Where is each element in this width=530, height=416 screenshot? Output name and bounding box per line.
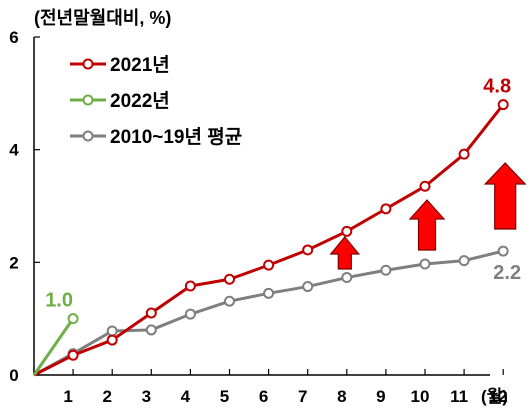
x-tick-label: 11 — [450, 387, 468, 406]
series-point-0 — [67, 349, 79, 361]
x-tick-label: 8 — [337, 387, 346, 406]
series-point-0 — [224, 273, 235, 285]
series-point-0 — [419, 180, 431, 192]
axes — [33, 37, 490, 376]
gap-arrow-month-8 — [329, 236, 361, 270]
series-point-0 — [263, 259, 275, 271]
series-point-0 — [458, 148, 470, 160]
x-tick-label: 3 — [142, 387, 151, 406]
series-point-0 — [106, 334, 118, 346]
gap-arrow-month-12 — [483, 162, 527, 230]
x-tick-label: 5 — [220, 387, 229, 406]
series-point-0 — [184, 280, 196, 292]
legend-marker — [82, 58, 94, 70]
series-point-2 — [341, 272, 353, 284]
arrows-layer — [329, 162, 527, 270]
series-point-0 — [380, 203, 392, 215]
series-point-0 — [341, 225, 353, 237]
x-tick-label: 12 — [489, 387, 508, 406]
series-point-2 — [106, 325, 118, 337]
x-tick-label: 7 — [298, 387, 307, 406]
data-label: 1.0 — [45, 290, 73, 312]
series-point-1 — [67, 313, 79, 325]
y-ticks: 0 2 4 6 — [9, 28, 40, 385]
legend-label: 2021년 — [110, 54, 170, 76]
legend-marker — [82, 94, 94, 106]
x-unit-label: (월) — [481, 387, 508, 406]
series-point-0 — [145, 307, 157, 319]
x-tick-label: 6 — [259, 387, 268, 406]
y-tick-label: 0 — [9, 366, 18, 385]
gap-arrow-month-10 — [408, 199, 446, 251]
legend-label: 2010~19년 평균 — [110, 126, 242, 148]
data-label: 4.8 — [483, 76, 511, 98]
data-labels: 4.8 1.0 2.2 — [45, 76, 521, 312]
data-label: 2.2 — [493, 262, 521, 284]
x-tick-label: 9 — [376, 387, 385, 406]
series-point-2 — [224, 295, 235, 307]
series-point-2 — [263, 287, 275, 299]
legend-label: 2022년 — [110, 90, 170, 112]
x-tick-label: 2 — [102, 387, 111, 406]
x-tick-label: 1 — [63, 387, 72, 406]
legend: 2021년 2022년 2010~19년 평균 — [70, 54, 242, 148]
series-point-2 — [497, 245, 509, 257]
y-tick-label: 4 — [9, 141, 19, 160]
series-point-2 — [380, 264, 392, 276]
series-point-2 — [145, 324, 157, 336]
y-unit-label: (전년말월대비, %) — [34, 8, 171, 28]
x-tick-label: 4 — [181, 387, 191, 406]
series-point-0 — [497, 99, 509, 111]
series-line-1 — [32, 317, 75, 376]
series-point-0 — [302, 244, 314, 256]
y-tick-label: 2 — [9, 253, 18, 272]
x-tick-label: 10 — [411, 387, 430, 406]
series-layer — [32, 99, 509, 377]
legend-marker — [82, 130, 94, 142]
series-point-2 — [184, 308, 196, 320]
y-tick-label: 6 — [9, 28, 18, 47]
series-point-2 — [458, 255, 470, 267]
series-point-2 — [419, 258, 431, 270]
x-ticks: 1 2 3 4 5 6 7 8 9 10 11 12 — [63, 369, 508, 406]
series-point-2 — [302, 281, 314, 293]
